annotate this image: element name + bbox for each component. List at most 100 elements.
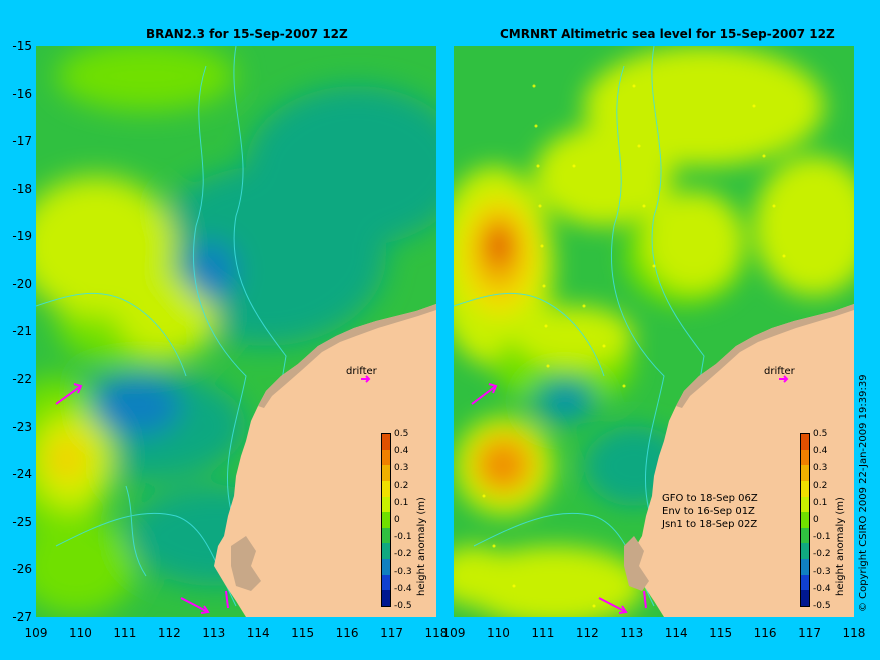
colorbar-tick-label: 0.2 <box>394 480 409 491</box>
colorbar-tick-label: 0.4 <box>813 446 828 457</box>
colorbar-segment <box>801 512 809 529</box>
colorbar-tick-label: -0.2 <box>813 549 831 560</box>
coastline <box>258 304 436 408</box>
colorbar-segment <box>801 543 809 560</box>
colorbar-frame <box>381 433 391 607</box>
colorbar-tick-label: 0.3 <box>813 463 828 474</box>
colorbar-segment <box>382 512 390 529</box>
latitude-tick-label: -20 <box>12 276 32 291</box>
colorbar-tick-label: 0.3 <box>394 463 409 474</box>
longitude-tick-label: 110 <box>68 626 92 640</box>
longitude-tick-label: 113 <box>620 626 644 640</box>
colorbar-tick-label: 0.5 <box>813 429 828 439</box>
colorbar-tick-label: -0.4 <box>394 583 412 594</box>
track-note-jsn1: Jsn1 to 18-Sep 02Z <box>662 519 758 530</box>
colorbar-segment <box>801 496 809 513</box>
current-vectors <box>55 375 371 614</box>
colorbar-frame <box>800 433 810 607</box>
australia-landmass <box>214 304 436 617</box>
longitude-tick-label: 109 <box>442 626 466 640</box>
copyright-text: © Copyright CSIRO 2009 22-Jan-2009 19:39… <box>858 374 869 612</box>
colorbar-segment <box>382 574 390 591</box>
colorbar-title: height anomaly (m) <box>835 497 846 596</box>
colorbar-tick-label: -0.3 <box>813 566 831 577</box>
latitude-tick-label: -18 <box>12 181 32 196</box>
colorbar-segment <box>382 527 390 544</box>
drifter-label-left: drifter <box>346 366 377 377</box>
latitude-tick-label: -24 <box>12 467 32 482</box>
colorbar-segment <box>801 590 809 607</box>
altimeter-track-points <box>482 84 786 608</box>
colorbar-segment <box>382 496 390 513</box>
longitude-tick-label: 111 <box>113 626 137 640</box>
latitude-tick-label: -26 <box>12 562 32 577</box>
colorbar-segment <box>382 559 390 576</box>
colorbar-tick-label: -0.3 <box>394 566 412 577</box>
colorbar-tick-label: -0.5 <box>394 601 412 611</box>
latitude-tick-label: -19 <box>12 229 32 244</box>
colorbar-tick-label: -0.4 <box>813 583 831 594</box>
colorbar-tick-label: 0.2 <box>813 480 828 491</box>
longitude-tick-label: 114 <box>664 626 688 640</box>
longitude-tick-label: 116 <box>753 626 777 640</box>
track-note-gfo: GFO to 18-Sep 06Z <box>662 493 758 504</box>
colorbar-segment <box>801 559 809 576</box>
longitude-tick-label: 118 <box>842 626 866 640</box>
longitude-tick-label: 110 <box>486 626 510 640</box>
track-note-env: Env to 16-Sep 01Z <box>662 506 755 517</box>
current-vectors <box>471 375 789 614</box>
colorbar-title: height anomaly (m) <box>416 497 427 596</box>
longitude-tick-label: 109 <box>24 626 48 640</box>
colorbar-segment <box>801 465 809 482</box>
colorbar-segment <box>382 590 390 607</box>
left-map-title: BRAN2.3 for 15-Sep-2007 12Z <box>146 27 348 41</box>
colorbar-segment <box>801 527 809 544</box>
longitude-tick-label: 114 <box>246 626 270 640</box>
longitude-tick-label: 117 <box>380 626 403 640</box>
colorbar-segment <box>382 465 390 482</box>
longitude-tick-label: 112 <box>575 626 599 640</box>
colorbar-segment <box>801 449 809 466</box>
colorbar-segment <box>382 480 390 498</box>
latitude-tick-label: -22 <box>12 372 32 387</box>
colorbar-tick-label: -0.5 <box>813 601 831 611</box>
left-map-panel: drifter <box>36 46 436 617</box>
longitude-tick-label: 111 <box>531 626 555 640</box>
longitude-tick-label: 118 <box>424 626 448 640</box>
colorbar-tick-label: 0.1 <box>813 497 828 508</box>
colorbar-tick-label: -0.1 <box>813 532 831 543</box>
latitude-tick-label: -27 <box>12 609 32 624</box>
colorbar-tick-label: -0.2 <box>394 549 412 560</box>
right-map-title: CMRNRT Altimetric sea level for 15-Sep-2… <box>500 27 835 41</box>
right-sea-level-map <box>454 46 854 617</box>
gulf-coast <box>231 536 261 591</box>
right-map-panel: drifter GFO to 18-Sep 06Z Env to 16-Sep … <box>454 46 854 617</box>
altimeter-track-notes: GFO to 18-Sep 06Z Env to 16-Sep 01Z Jsn1… <box>662 492 758 531</box>
latitude-tick-label: -16 <box>12 86 32 101</box>
latitude-tick-label: -17 <box>12 134 32 149</box>
latitude-tick-label: -25 <box>12 514 32 529</box>
longitude-tick-label: 117 <box>798 626 821 640</box>
colorbar-segment <box>382 543 390 560</box>
longitude-tick-label: 112 <box>157 626 181 640</box>
colorbar-tick-label: 0 <box>394 515 400 525</box>
australia-landmass <box>632 304 854 617</box>
colorbar-tick-label: 0.4 <box>394 446 409 457</box>
latitude-tick-label: -23 <box>12 419 32 434</box>
colorbar-tick-label: -0.1 <box>394 532 412 543</box>
left-sea-level-map <box>36 46 436 617</box>
drifter-label-right: drifter <box>764 366 795 377</box>
longitude-tick-label: 116 <box>335 626 359 640</box>
colorbar-tick-label: 0.1 <box>394 497 409 508</box>
height-anomaly-field <box>36 46 436 616</box>
colorbar-segment <box>382 449 390 466</box>
longitude-tick-label: 115 <box>291 626 315 640</box>
colorbar-segment <box>382 434 390 451</box>
height-anomaly-field <box>454 46 854 617</box>
gulf-coast <box>624 536 649 591</box>
colorbar-tick-label: 0 <box>813 515 819 525</box>
colorbar-segment <box>801 434 809 451</box>
colorbar-segment <box>801 480 809 498</box>
latitude-tick-label: -21 <box>12 324 32 339</box>
coastline <box>676 304 854 408</box>
